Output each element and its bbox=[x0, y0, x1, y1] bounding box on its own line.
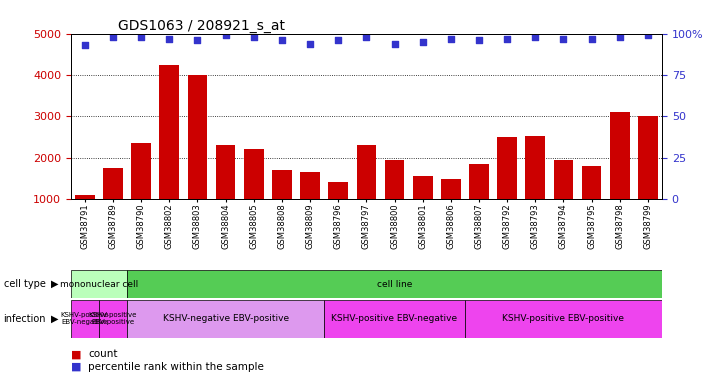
Point bbox=[192, 38, 203, 44]
Point bbox=[79, 42, 91, 48]
Text: KSHV-negative EBV-positive: KSHV-negative EBV-positive bbox=[163, 314, 289, 323]
Bar bbox=[413, 176, 433, 240]
Text: cell line: cell line bbox=[377, 280, 412, 289]
Text: ▶: ▶ bbox=[51, 314, 59, 324]
Point bbox=[220, 32, 232, 38]
Point bbox=[614, 34, 625, 40]
Point bbox=[558, 36, 569, 42]
Text: mononuclear cell: mononuclear cell bbox=[60, 280, 138, 289]
Bar bbox=[324, 300, 465, 338]
Point bbox=[248, 34, 259, 40]
Point bbox=[530, 34, 541, 40]
Bar bbox=[554, 160, 573, 240]
Text: KSHV-positive EBV-positive: KSHV-positive EBV-positive bbox=[503, 314, 624, 323]
Bar bbox=[300, 172, 320, 240]
Bar bbox=[610, 112, 629, 240]
Bar bbox=[159, 65, 179, 240]
Bar bbox=[127, 300, 324, 338]
Point bbox=[417, 39, 428, 45]
Text: KSHV-positive
EBV-positive: KSHV-positive EBV-positive bbox=[88, 312, 137, 325]
Bar bbox=[582, 166, 602, 240]
Point bbox=[389, 40, 400, 46]
Point bbox=[501, 36, 513, 42]
Point bbox=[276, 38, 287, 44]
Bar bbox=[75, 195, 95, 240]
Bar bbox=[99, 300, 127, 338]
Bar bbox=[244, 149, 263, 240]
Text: cell type: cell type bbox=[4, 279, 45, 289]
Point bbox=[474, 38, 485, 44]
Point bbox=[586, 36, 598, 42]
Bar bbox=[329, 182, 348, 240]
Point bbox=[304, 40, 316, 46]
Text: count: count bbox=[88, 350, 118, 359]
Text: ▶: ▶ bbox=[51, 279, 59, 289]
Bar bbox=[188, 75, 207, 240]
Bar bbox=[638, 116, 658, 240]
Text: KSHV-positive
EBV-negative: KSHV-positive EBV-negative bbox=[61, 312, 109, 325]
Bar bbox=[441, 179, 461, 240]
Bar bbox=[469, 164, 489, 240]
Bar bbox=[216, 145, 236, 240]
Text: infection: infection bbox=[4, 314, 46, 324]
Text: GDS1063 / 208921_s_at: GDS1063 / 208921_s_at bbox=[118, 19, 285, 33]
Bar bbox=[71, 300, 99, 338]
Text: KSHV-positive EBV-negative: KSHV-positive EBV-negative bbox=[331, 314, 457, 323]
Bar bbox=[384, 160, 404, 240]
Bar bbox=[357, 145, 376, 240]
Point bbox=[108, 34, 119, 40]
Point bbox=[164, 36, 175, 42]
Bar bbox=[103, 168, 123, 240]
Bar bbox=[71, 270, 127, 298]
Point bbox=[360, 34, 372, 40]
Point bbox=[333, 38, 344, 44]
Point bbox=[445, 36, 457, 42]
Bar bbox=[465, 300, 662, 338]
Bar bbox=[525, 136, 545, 240]
Point bbox=[135, 34, 147, 40]
Text: ■: ■ bbox=[71, 362, 81, 372]
Text: ■: ■ bbox=[71, 350, 81, 359]
Point bbox=[642, 32, 653, 38]
Text: percentile rank within the sample: percentile rank within the sample bbox=[88, 362, 264, 372]
Bar bbox=[272, 170, 292, 240]
Bar bbox=[131, 143, 151, 240]
Bar bbox=[497, 137, 517, 240]
